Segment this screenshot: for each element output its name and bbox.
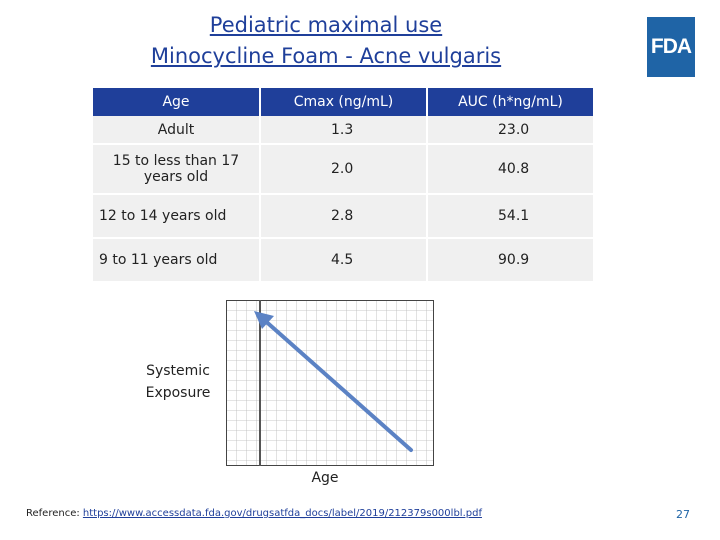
y-axis-label: Systemic Exposure: [145, 363, 211, 401]
table-row: 12 to 14 years old 2.8 54.1: [93, 194, 593, 239]
title-line-1: Pediatric maximal use: [209, 13, 443, 37]
slide-title: Pediatric maximal use Minocycline Foam -…: [100, 10, 552, 72]
exposure-graph: [226, 300, 434, 466]
header-age: Age: [93, 88, 261, 116]
row-age: 12 to 14 years old: [93, 194, 261, 239]
row-age: 15 to less than 17 years old: [93, 144, 261, 195]
row-auc: 40.8: [427, 144, 593, 195]
table-row: 15 to less than 17 years old 2.0 40.8: [93, 144, 593, 195]
table-row: Adult 1.3 23.0: [93, 116, 593, 145]
header-cmax: Cmax (ng/mL): [260, 88, 428, 116]
page-number: 27: [676, 508, 690, 521]
reference-link[interactable]: https://www.accessdata.fda.gov/drugsatfd…: [82, 508, 482, 519]
row-cmax: 2.0: [260, 144, 428, 195]
row-age: 9 to 11 years old: [93, 238, 261, 283]
reference-note: Reference: https://www.accessdata.fda.go…: [26, 508, 482, 519]
row-age: Adult: [93, 116, 261, 145]
row-auc: 54.1: [427, 194, 593, 239]
row-auc: 23.0: [427, 116, 593, 145]
title-line-2: Minocycline Foam - Acne vulgaris: [150, 44, 502, 68]
header-auc: AUC (h*ng/mL): [427, 88, 593, 116]
fda-logo: FDA: [647, 17, 695, 77]
row-auc: 90.9: [427, 238, 593, 283]
reference-prefix: Reference:: [26, 508, 83, 519]
table-row: 9 to 11 years old 4.5 90.9: [93, 238, 593, 283]
row-cmax: 1.3: [260, 116, 428, 145]
x-axis-label: Age: [311, 470, 339, 486]
downward-trend-arrow-icon: [254, 311, 413, 452]
table-header-row: Age Cmax (ng/mL) AUC (h*ng/mL): [93, 88, 593, 116]
row-cmax: 2.8: [260, 194, 428, 239]
row-cmax: 4.5: [260, 238, 428, 283]
exposure-table: Age Cmax (ng/mL) AUC (h*ng/mL) Adult 1.3…: [93, 88, 593, 283]
